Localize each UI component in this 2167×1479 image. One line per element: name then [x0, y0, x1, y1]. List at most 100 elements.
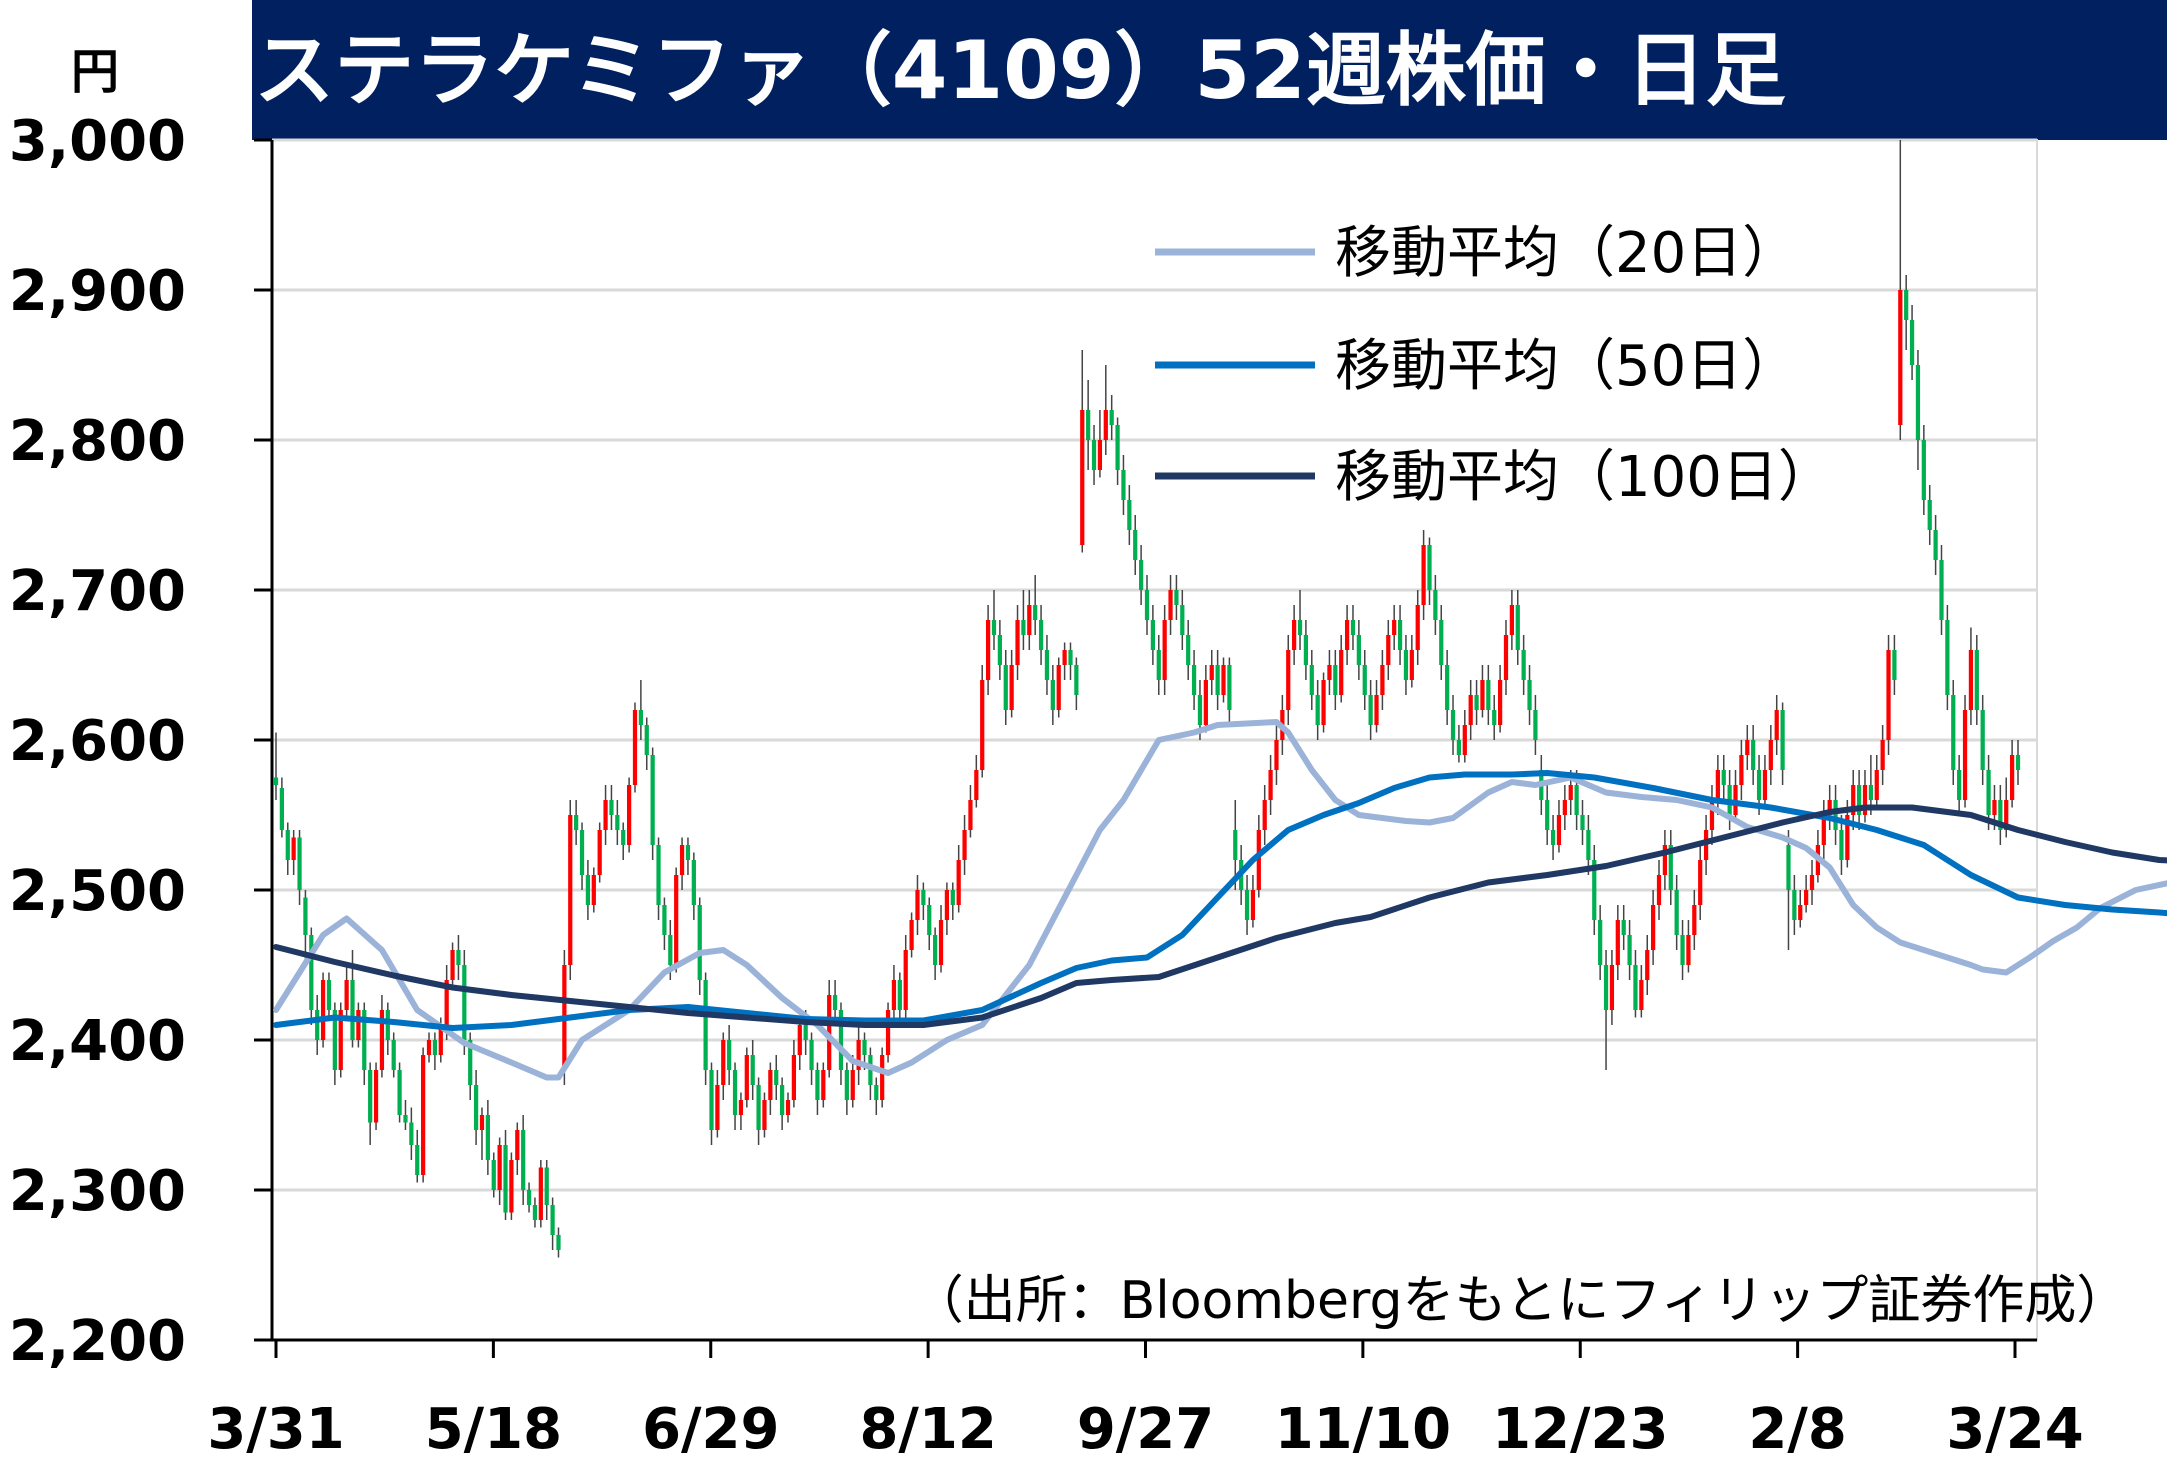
candle — [1415, 590, 1420, 665]
candle — [1080, 350, 1085, 553]
candle — [750, 1040, 755, 1100]
candle-body — [1150, 620, 1156, 650]
candle-body — [1374, 695, 1379, 725]
candle — [1939, 545, 1944, 635]
x-tick-label: 3/31 — [207, 1397, 344, 1462]
candle-body — [1033, 605, 1038, 620]
candle — [997, 620, 1002, 680]
candle-body — [1409, 650, 1414, 680]
y-tick-label: 2,900 — [9, 259, 186, 324]
candle — [1839, 815, 1844, 875]
candle-body — [1503, 635, 1509, 680]
candle-body — [1462, 725, 1467, 755]
candle — [1915, 350, 1921, 470]
candle-body — [1915, 365, 1921, 440]
candle-body — [1974, 650, 1979, 710]
candle — [956, 845, 961, 913]
candle — [1397, 605, 1403, 665]
candle-body — [732, 1070, 738, 1115]
legend-item-ma20: 移動平均（20日） — [1155, 221, 1798, 286]
candle-body — [1268, 770, 1273, 800]
candle — [1962, 695, 1968, 808]
candle — [679, 837, 685, 890]
candle-body — [1191, 665, 1197, 695]
candle — [1550, 815, 1556, 860]
candle-body — [1509, 605, 1514, 635]
candle-body — [1156, 650, 1161, 680]
candle — [1156, 635, 1161, 695]
candle-body — [1121, 470, 1126, 500]
candle-body — [526, 1190, 532, 1205]
x-tick-label: 11/10 — [1275, 1397, 1451, 1462]
candle-body — [509, 1160, 514, 1213]
candle-body — [315, 1010, 320, 1040]
ma100-line — [273, 804, 2167, 1028]
candle — [1603, 950, 1609, 1070]
candle — [1303, 620, 1309, 680]
candle-body — [703, 980, 708, 1070]
candle — [1327, 650, 1332, 695]
candle-body — [1868, 785, 1873, 800]
candle-body — [962, 830, 967, 860]
candle — [1921, 425, 1926, 515]
candle — [1409, 635, 1414, 688]
candle — [1321, 672, 1326, 733]
candle — [715, 1070, 720, 1138]
candle — [1344, 605, 1350, 665]
candle-body — [1027, 605, 1032, 635]
candle — [1097, 410, 1103, 478]
candle — [980, 665, 985, 778]
candle — [1686, 920, 1691, 973]
candle — [1362, 650, 1367, 710]
candle — [1486, 665, 1491, 725]
candle-body — [744, 1055, 749, 1100]
candle-body — [632, 710, 638, 785]
candlesticks — [273, 140, 2021, 1258]
candle — [1892, 635, 1897, 695]
candle-body — [762, 1100, 767, 1130]
candle — [1851, 770, 1856, 830]
candle-body — [1215, 665, 1220, 695]
candle-body — [1845, 815, 1850, 860]
candle-body — [1362, 665, 1367, 695]
candle-body — [1898, 290, 1903, 425]
candle — [291, 830, 296, 875]
candle-body — [1609, 965, 1615, 1010]
candle — [1033, 575, 1038, 635]
candle — [1068, 642, 1073, 680]
candle — [1533, 695, 1538, 755]
candle — [1651, 890, 1656, 965]
candle-body — [1674, 890, 1679, 935]
candle-body — [1668, 845, 1673, 890]
y-axis-unit: 円 — [71, 44, 119, 100]
candle — [662, 897, 667, 950]
candle-body — [397, 1070, 402, 1115]
candle-body — [1980, 710, 1985, 770]
candle — [491, 1152, 496, 1198]
candle-body — [1068, 650, 1073, 665]
candle-body — [491, 1160, 496, 1190]
candle-body — [1250, 890, 1256, 920]
candle-body — [1856, 785, 1862, 815]
candle — [574, 800, 579, 845]
candle-body — [1256, 830, 1261, 890]
candle — [1768, 725, 1773, 785]
candle — [985, 605, 991, 695]
candle — [1627, 920, 1632, 980]
candle — [1221, 657, 1226, 703]
candle-body — [1474, 695, 1479, 710]
y-tick-label: 2,700 — [9, 559, 186, 624]
candle — [1492, 695, 1497, 740]
candle — [1168, 575, 1173, 635]
candle-body — [515, 1130, 520, 1160]
candle-body — [403, 1115, 408, 1123]
candle — [632, 702, 638, 793]
candle — [791, 1040, 797, 1108]
candle — [915, 875, 920, 935]
candle-body — [621, 830, 626, 845]
candle — [1745, 725, 1750, 770]
candle-body — [1839, 830, 1844, 860]
candle-body — [1062, 650, 1067, 665]
candle — [1027, 590, 1032, 650]
candle-body — [1662, 845, 1668, 875]
